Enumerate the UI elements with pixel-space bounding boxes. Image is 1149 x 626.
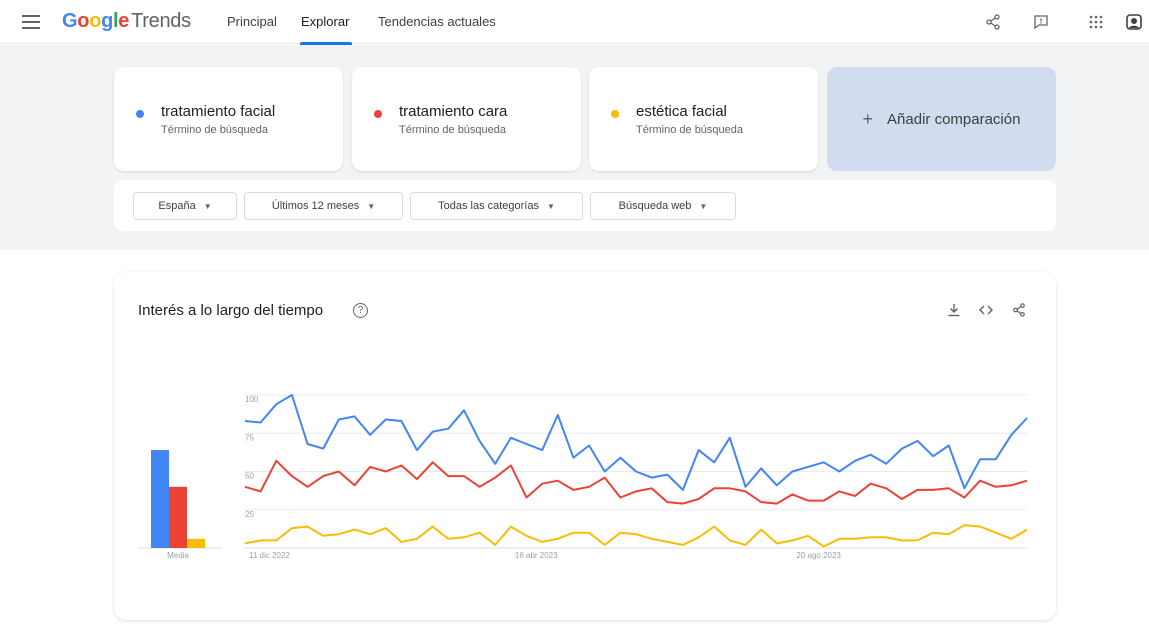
term-name: tratamiento facial bbox=[161, 103, 276, 120]
y-tick-label: 75 bbox=[245, 433, 254, 442]
logo-google-text: Google bbox=[62, 10, 130, 32]
y-tick-label: 50 bbox=[245, 472, 254, 481]
x-tick-label: 20 ago 2023 bbox=[796, 551, 841, 560]
average-label: Media bbox=[167, 551, 189, 560]
y-tick-label: 100 bbox=[245, 395, 259, 404]
download-icon[interactable] bbox=[944, 300, 964, 320]
nav-active-indicator bbox=[300, 42, 352, 45]
logo-trends-text: Trends bbox=[131, 10, 191, 32]
term-card-1[interactable]: tratamiento facial Término de búsqueda bbox=[114, 67, 343, 171]
nav-tendencias-actuales[interactable]: Tendencias actuales bbox=[378, 14, 496, 29]
google-trends-logo[interactable]: Google Trends bbox=[62, 10, 191, 33]
dropdown-arrow-icon: ▼ bbox=[367, 201, 376, 211]
add-comparison-button[interactable]: + Añadir comparación bbox=[827, 67, 1056, 171]
term-name: estética facial bbox=[636, 103, 727, 120]
x-tick-label: 11 dic 2022 bbox=[249, 551, 290, 560]
interest-over-time-card: Interés a lo largo del tiempo ? 100 75 50 2… bbox=[114, 272, 1056, 620]
series-line-3 bbox=[244, 524, 1028, 548]
share-chart-icon[interactable] bbox=[1009, 300, 1029, 320]
term-name: tratamiento cara bbox=[399, 103, 508, 120]
plus-icon: + bbox=[862, 108, 874, 129]
x-tick-label: 16 abr 2023 bbox=[515, 551, 558, 560]
series-line-2 bbox=[244, 459, 1028, 505]
filter-label: Últimos 12 meses bbox=[271, 200, 360, 212]
series-line-1 bbox=[244, 394, 1028, 491]
dropdown-arrow-icon: ▼ bbox=[546, 201, 555, 211]
average-bar-1 bbox=[151, 450, 169, 548]
term-card-2[interactable]: tratamiento cara Término de búsqueda bbox=[352, 67, 581, 171]
term-type: Término de búsqueda bbox=[636, 124, 744, 136]
dropdown-arrow-icon: ▼ bbox=[699, 201, 708, 211]
nav-explorar[interactable]: Explorar bbox=[301, 14, 350, 29]
filter-region-dropdown[interactable]: España ▼ bbox=[133, 192, 237, 220]
nav-principal[interactable]: Principal bbox=[227, 14, 277, 29]
share-icon[interactable] bbox=[982, 11, 1004, 33]
filter-label: España bbox=[158, 200, 196, 212]
help-icon[interactable]: ? bbox=[353, 303, 368, 318]
account-avatar-icon[interactable] bbox=[1123, 11, 1145, 33]
embed-code-icon[interactable] bbox=[976, 300, 996, 320]
term-type: Término de búsqueda bbox=[399, 124, 507, 136]
term-type: Término de búsqueda bbox=[161, 124, 269, 136]
filter-label: Todas las categorías bbox=[438, 200, 539, 212]
chart-title: Interés a lo largo del tiempo bbox=[138, 302, 324, 319]
term-color-dot bbox=[374, 110, 382, 118]
hamburger-menu-icon[interactable] bbox=[22, 13, 40, 29]
top-bar: Google Trends Principal Explorar Tendenci… bbox=[0, 0, 1149, 45]
interest-line-chart[interactable]: 100 75 50 25 11 dic 2022 16 abr 2023 20 ago 20… bbox=[114, 272, 1056, 620]
term-card-3[interactable]: estética facial Término de búsqueda bbox=[589, 67, 818, 171]
filter-bar: España ▼ Últimos 12 meses ▼ Todas las cate… bbox=[114, 180, 1056, 231]
apps-grid-icon[interactable] bbox=[1085, 11, 1107, 33]
filter-label: Búsqueda web bbox=[618, 200, 692, 212]
average-bar-3 bbox=[187, 538, 205, 548]
y-tick-label: 25 bbox=[245, 510, 254, 519]
term-color-dot bbox=[611, 110, 619, 118]
add-comparison-label: Añadir comparación bbox=[887, 110, 1021, 128]
filter-category-dropdown[interactable]: Todas las categorías ▼ bbox=[410, 192, 583, 220]
term-color-dot bbox=[136, 110, 144, 118]
filter-time-range-dropdown[interactable]: Últimos 12 meses ▼ bbox=[244, 192, 403, 220]
dropdown-arrow-icon: ▼ bbox=[203, 201, 212, 211]
filter-search-type-dropdown[interactable]: Búsqueda web ▼ bbox=[590, 192, 736, 220]
feedback-icon[interactable] bbox=[1030, 11, 1052, 33]
average-bar-2 bbox=[169, 486, 187, 548]
